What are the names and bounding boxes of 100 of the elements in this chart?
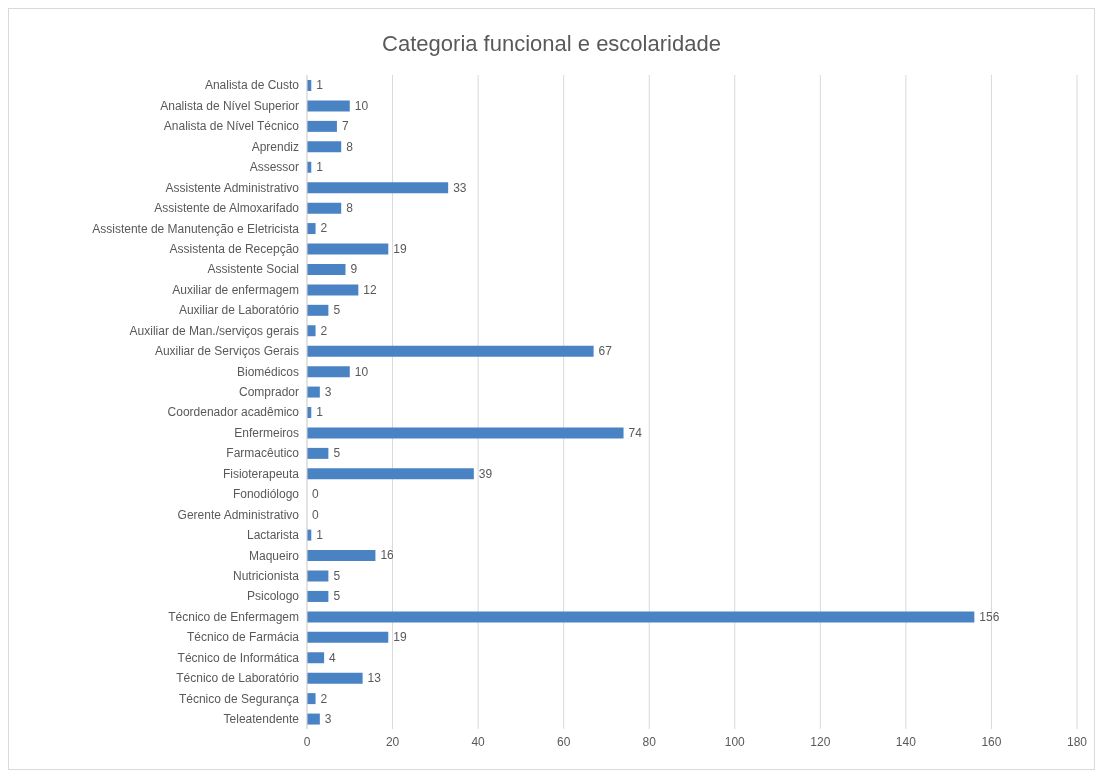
data-label: 0 <box>312 507 319 522</box>
bar <box>307 652 325 664</box>
y-tick-label: Coordenador acadêmico <box>167 405 300 420</box>
data-label: 16 <box>380 548 395 563</box>
data-label: 1 <box>316 160 324 175</box>
y-tick-label: Biomédicos <box>236 364 299 379</box>
bar <box>307 590 329 602</box>
data-label: 8 <box>346 201 354 216</box>
y-tick-label: Fonodiólogo <box>232 487 300 502</box>
x-tick-label: 60 <box>556 734 571 749</box>
data-label: 9 <box>350 262 358 277</box>
data-label: 2 <box>320 323 328 338</box>
bar <box>307 631 389 643</box>
x-tick-label: 180 <box>1066 734 1088 749</box>
data-label: 7 <box>341 119 349 134</box>
data-label: 39 <box>478 466 493 481</box>
x-tick-label: 20 <box>385 734 400 749</box>
x-tick-label: 100 <box>724 734 746 749</box>
data-label: 1 <box>316 405 324 420</box>
y-tick-label: Enfermeiros <box>234 425 299 440</box>
bar <box>307 182 449 194</box>
data-label: 67 <box>598 344 613 359</box>
data-label: 2 <box>320 691 328 706</box>
y-tick-label: Auxiliar de Laboratório <box>178 303 300 318</box>
bar <box>307 672 363 684</box>
y-tick-label: Comprador <box>238 385 299 400</box>
data-label: 5 <box>333 589 341 604</box>
y-tick-label: Técnico de Informática <box>177 650 300 665</box>
bar <box>307 120 337 132</box>
x-tick-label: 40 <box>471 734 486 749</box>
x-tick-label: 120 <box>810 734 831 749</box>
y-tick-label: Teleatendente <box>223 712 300 727</box>
bar <box>307 611 975 623</box>
data-label: 5 <box>333 568 341 583</box>
data-label: 13 <box>367 671 382 686</box>
bar <box>307 550 376 562</box>
x-tick-label: 80 <box>642 734 657 749</box>
bar <box>307 304 329 316</box>
data-label: 1 <box>316 528 324 543</box>
data-label: 0 <box>312 487 319 502</box>
bar <box>307 325 316 337</box>
bar <box>307 284 359 296</box>
data-label: 10 <box>354 364 369 379</box>
y-tick-label: Assessor <box>249 160 299 175</box>
y-tick-label: Maqueiro <box>248 548 300 563</box>
bar <box>307 263 346 275</box>
bar <box>307 693 316 705</box>
y-tick-label: Gerente Administrativo <box>177 507 300 522</box>
data-label: 33 <box>453 180 467 195</box>
data-label: 3 <box>324 711 332 726</box>
y-tick-label: Lactarista <box>246 528 300 543</box>
y-tick-label: Auxiliar de enfermagem <box>172 282 299 297</box>
y-tick-label: Técnico de Segurança <box>178 691 300 706</box>
bar <box>307 243 389 255</box>
bar <box>307 366 350 378</box>
y-tick-label: Técnico de Enfermagem <box>168 609 299 624</box>
y-tick-label: Analista de Nível Superior <box>160 98 299 113</box>
y-tick-label: Nutricionista <box>232 568 300 583</box>
bar <box>307 345 594 357</box>
data-label: 156 <box>979 609 1000 624</box>
bar <box>307 468 474 480</box>
y-tick-label: Auxiliar de Man./serviços gerais <box>129 323 299 338</box>
data-label: 19 <box>393 241 407 256</box>
y-tick-label: Analista de Custo <box>204 78 300 93</box>
data-label: 1 <box>316 78 324 93</box>
data-label: 8 <box>346 139 354 154</box>
data-label: 5 <box>333 446 341 461</box>
y-tick-label: Assistenta de Recepção <box>169 241 300 256</box>
y-tick-label: Assistente de Manutenção e Eletricista <box>92 221 300 236</box>
y-tick-label: Aprendiz <box>251 139 299 154</box>
data-label: 5 <box>333 303 341 318</box>
y-tick-label: Assistente de Almoxarifado <box>154 201 300 216</box>
data-label: 74 <box>628 425 643 440</box>
y-tick-label: Analista de Nível Técnico <box>163 119 300 134</box>
x-tick-label: 140 <box>895 734 917 749</box>
bar <box>307 427 624 439</box>
y-tick-label: Assistente Administrativo <box>165 180 300 195</box>
y-tick-label: Técnico de Laboratório <box>176 671 300 686</box>
bar <box>307 223 316 235</box>
bar <box>307 447 329 459</box>
data-label: 4 <box>329 650 337 665</box>
y-tick-label: Fisioterapeuta <box>222 466 300 481</box>
x-tick-label: 0 <box>303 734 311 749</box>
y-tick-label: Psicologo <box>246 589 300 604</box>
data-label: 3 <box>324 384 332 399</box>
y-tick-label: Técnico de Farmácia <box>186 630 300 645</box>
bar <box>307 386 320 398</box>
data-label: 19 <box>393 630 407 645</box>
y-tick-label: Auxiliar de Serviços Gerais <box>154 344 299 359</box>
bar <box>307 202 342 214</box>
bar <box>307 713 320 725</box>
x-tick-label: 160 <box>981 734 1002 749</box>
y-tick-label: Farmacêutico <box>226 446 300 461</box>
bar <box>307 141 342 153</box>
bar <box>307 570 329 582</box>
data-label: 10 <box>354 98 369 113</box>
data-label: 12 <box>363 282 378 297</box>
data-label: 2 <box>320 221 328 236</box>
chart-title: Categoria funcional e escolaridade <box>381 30 722 58</box>
y-tick-label: Assistente Social <box>207 262 299 277</box>
